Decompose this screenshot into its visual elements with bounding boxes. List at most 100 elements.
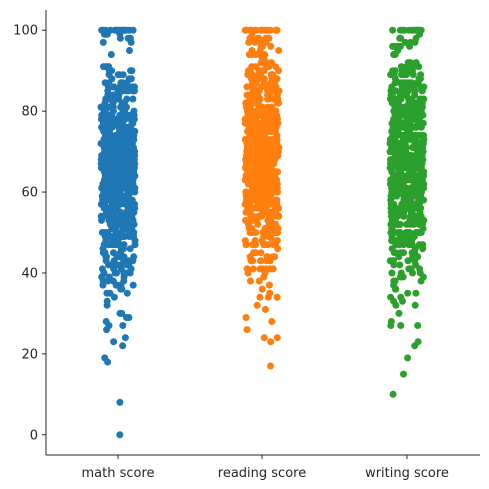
ticks-layer: 0 20 40 60 80 100 math score reading score writi… bbox=[13, 24, 449, 481]
data-point bbox=[390, 51, 398, 58]
data-point bbox=[398, 176, 406, 184]
data-point bbox=[104, 277, 112, 285]
data-point bbox=[409, 71, 417, 79]
data-point bbox=[121, 83, 129, 91]
data-point bbox=[256, 265, 264, 273]
data-point bbox=[265, 265, 273, 273]
data-point bbox=[125, 196, 133, 204]
data-point bbox=[261, 305, 269, 313]
data-point bbox=[100, 269, 108, 277]
data-point bbox=[111, 204, 118, 212]
data-point bbox=[244, 67, 252, 75]
data-point bbox=[110, 293, 118, 301]
data-point bbox=[404, 115, 412, 123]
data-point bbox=[275, 67, 283, 75]
data-point bbox=[262, 38, 270, 46]
data-point bbox=[257, 42, 265, 50]
data-point bbox=[125, 220, 133, 228]
data-point bbox=[266, 212, 274, 220]
data-point bbox=[126, 47, 133, 54]
data-point bbox=[272, 168, 280, 176]
data-point bbox=[254, 34, 262, 42]
data-point bbox=[123, 131, 130, 139]
data-point bbox=[397, 63, 405, 71]
data-point bbox=[273, 91, 281, 99]
data-point bbox=[401, 38, 409, 46]
data-point bbox=[119, 322, 127, 329]
data-point bbox=[273, 200, 281, 208]
data-point bbox=[408, 249, 416, 257]
data-point bbox=[260, 75, 268, 83]
data-point bbox=[127, 75, 135, 83]
data-point bbox=[258, 103, 266, 111]
data-point bbox=[275, 47, 283, 54]
data-point bbox=[115, 119, 123, 127]
data-point bbox=[420, 131, 428, 139]
data-point bbox=[417, 75, 424, 83]
data-point bbox=[107, 140, 115, 147]
data-point bbox=[103, 160, 111, 168]
data-point bbox=[127, 265, 135, 273]
data-point bbox=[247, 160, 255, 168]
data-point bbox=[400, 192, 408, 200]
data-point bbox=[118, 309, 126, 317]
data-point bbox=[260, 334, 268, 342]
data-point bbox=[102, 148, 110, 156]
data-point bbox=[396, 241, 404, 249]
data-point bbox=[388, 156, 396, 164]
data-point bbox=[247, 277, 254, 285]
data-point bbox=[420, 180, 428, 188]
data-point bbox=[108, 216, 116, 224]
data-point bbox=[261, 225, 269, 232]
data-point bbox=[108, 75, 116, 83]
data-point bbox=[388, 237, 396, 245]
data-point bbox=[110, 249, 117, 257]
data-point bbox=[113, 269, 121, 277]
data-point bbox=[128, 67, 136, 75]
data-point bbox=[413, 115, 421, 123]
data-point bbox=[119, 71, 127, 79]
data-point bbox=[102, 63, 110, 71]
data-point bbox=[415, 26, 423, 34]
data-point bbox=[394, 127, 402, 135]
data-point bbox=[120, 184, 128, 192]
data-point bbox=[123, 289, 131, 297]
data-point bbox=[392, 180, 399, 188]
data-point bbox=[243, 265, 251, 273]
data-point bbox=[130, 172, 138, 180]
data-point bbox=[121, 115, 129, 123]
data-point bbox=[123, 314, 130, 321]
data-point bbox=[106, 26, 114, 34]
data-point bbox=[267, 71, 275, 79]
data-point bbox=[397, 34, 405, 42]
data-point bbox=[120, 253, 128, 261]
data-point bbox=[410, 103, 418, 111]
data-point bbox=[256, 127, 264, 135]
data-point bbox=[251, 172, 259, 180]
points-layer bbox=[97, 26, 428, 439]
data-point bbox=[104, 83, 112, 91]
data-point bbox=[274, 212, 282, 220]
data-point bbox=[103, 297, 111, 305]
y-tick-label: 20 bbox=[21, 347, 38, 362]
data-point bbox=[265, 196, 272, 204]
data-point bbox=[242, 192, 250, 200]
data-point bbox=[404, 257, 412, 265]
data-point bbox=[392, 87, 400, 95]
data-point bbox=[268, 136, 276, 143]
data-point bbox=[126, 245, 134, 253]
data-point bbox=[104, 188, 111, 196]
data-point bbox=[405, 79, 413, 87]
data-point bbox=[248, 123, 256, 131]
data-point bbox=[395, 309, 403, 317]
data-point bbox=[117, 245, 125, 253]
data-point bbox=[118, 144, 125, 151]
data-point bbox=[414, 338, 422, 346]
data-point bbox=[272, 26, 280, 34]
data-point bbox=[105, 119, 113, 127]
data-point bbox=[389, 390, 397, 398]
data-point bbox=[112, 196, 120, 204]
data-point bbox=[107, 261, 115, 269]
data-point bbox=[410, 180, 418, 188]
